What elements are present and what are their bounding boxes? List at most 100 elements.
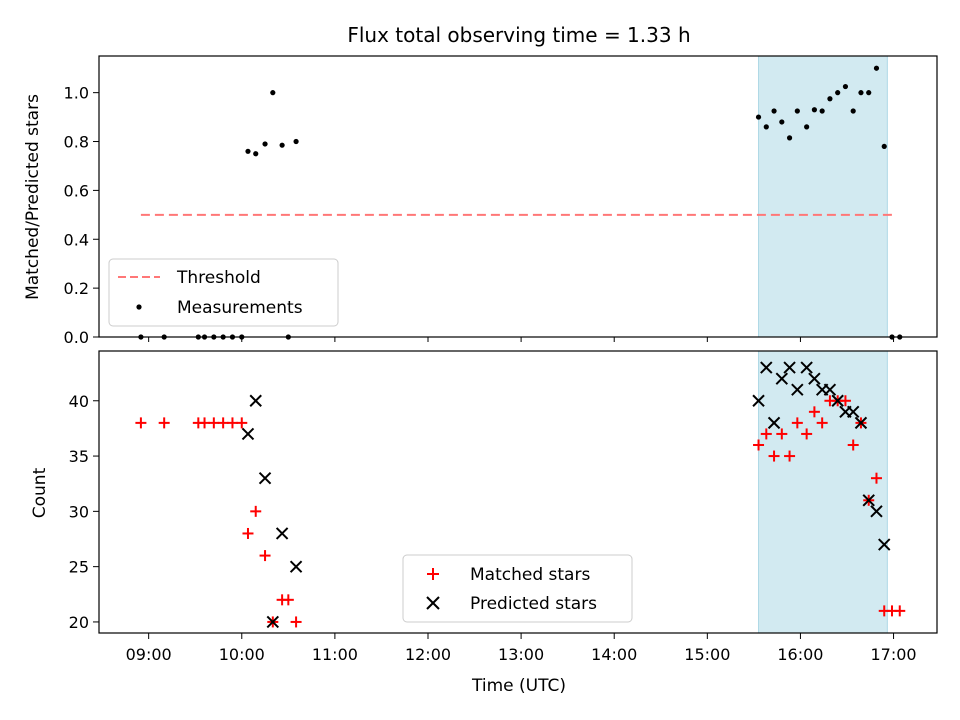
predicted-star-marker — [791, 383, 804, 396]
matched-star-marker — [290, 616, 302, 628]
top-panel-ratio: 0.0 0.2 0.4 0.6 0.8 1.0 Matched/Predicted sta… — [23, 55, 938, 347]
measurement-point — [763, 124, 769, 130]
top-legend: Threshold Measurements — [108, 258, 339, 327]
matched-star-marker — [839, 395, 851, 407]
matched-star-marker — [753, 439, 765, 451]
matched-star-marker — [816, 417, 828, 429]
x-tick-label: 16:00 — [777, 645, 823, 664]
matched-star-marker — [768, 450, 780, 462]
predicted-star-marker — [266, 615, 280, 629]
matched-star-marker — [776, 428, 788, 440]
bottom-y-tick-label: 35 — [69, 447, 89, 466]
matched-star-marker — [259, 550, 271, 562]
matched-star-marker — [870, 472, 882, 484]
x-axis-label: Time (UTC) — [471, 676, 566, 696]
measurement-point — [270, 90, 276, 96]
predicted-star-marker — [846, 405, 860, 419]
matched-star-marker — [208, 417, 220, 429]
predicted-star-marker — [249, 394, 262, 407]
matched-star-marker — [282, 594, 294, 606]
matched-star-marker — [242, 527, 254, 539]
measurement-point — [293, 138, 299, 145]
top-y-tick-label: 0.4 — [64, 230, 89, 249]
top-observing-interval-shade — [758, 55, 888, 338]
x-tick-label: 17:00 — [870, 645, 916, 664]
legend-matched-label: Matched stars — [470, 565, 590, 585]
bottom-axes-frame — [98, 350, 938, 634]
legend-measurements-swatch — [136, 304, 142, 310]
matched-star-marker — [847, 439, 859, 451]
top-y-axis-label: Matched/Predicted stars — [23, 94, 43, 300]
top-legend-box — [108, 258, 339, 327]
bottom-y-ticks: 20 25 30 35 40 — [69, 392, 99, 632]
x-tick-label: 14:00 — [591, 645, 637, 664]
bottom-observing-interval-shade — [758, 350, 888, 634]
predicted-star-marker — [823, 383, 837, 396]
matched-star-marker — [158, 417, 170, 429]
legend-predicted-swatch — [426, 596, 440, 610]
bottom-y-tick-label: 25 — [69, 558, 89, 577]
top-axes-frame — [98, 55, 938, 338]
top-y-tick-label: 0.6 — [64, 181, 89, 200]
measurement-point — [786, 135, 793, 141]
measurement-point — [827, 96, 833, 102]
measurement-point — [842, 83, 849, 90]
matched-star-marker — [760, 428, 772, 440]
bottom-legend: Matched stars Predicted stars — [402, 554, 633, 623]
measurement-point — [873, 65, 880, 71]
legend-threshold-label: Threshold — [176, 268, 261, 288]
x-tick-label: 10:00 — [219, 645, 265, 664]
measurement-point — [771, 108, 777, 114]
legend-predicted-label: Predicted stars — [470, 594, 597, 614]
figure-title: Flux total observing time = 1.33 h — [347, 23, 690, 47]
predicted-star-marker — [800, 361, 813, 374]
measurement-point — [835, 90, 841, 96]
predicted-star-marker — [289, 560, 303, 573]
predicted-star-marker — [808, 372, 821, 385]
x-tick-label: 09:00 — [126, 645, 172, 664]
predicted-star-marker — [870, 505, 883, 518]
bottom-y-axis-label: Count — [30, 467, 50, 518]
predicted-star-marker — [275, 527, 289, 540]
measurement-point — [866, 90, 872, 96]
matched-star-marker — [791, 417, 803, 429]
top-y-ticks: 0.0 0.2 0.4 0.6 0.8 1.0 — [64, 84, 99, 347]
legend-matched-swatch — [427, 568, 439, 580]
predicted-star-marker — [258, 471, 272, 485]
matched-star-marker — [808, 406, 820, 418]
predicted-star-marker — [831, 394, 844, 407]
predicted-star-marker — [241, 427, 255, 441]
predicted-stars-points — [241, 361, 891, 629]
bottom-legend-box — [402, 554, 633, 623]
x-tick-label: 15:00 — [684, 645, 730, 664]
top-shade-rect — [758, 55, 888, 338]
measurement-point — [850, 108, 856, 114]
measurement-point — [804, 124, 810, 130]
predicted-star-marker — [767, 416, 781, 430]
matched-star-marker — [801, 428, 813, 440]
top-x-ticks — [148, 337, 895, 342]
bottom-panel-counts: 20 25 30 35 40 09:00 10:00 11:00 12:00 13:00 14:0… — [30, 350, 938, 696]
measurement-point — [262, 141, 268, 147]
bottom-y-tick-label: 30 — [69, 502, 89, 521]
predicted-star-marker — [760, 361, 773, 374]
measurement-point — [245, 148, 251, 154]
measurement-point — [881, 143, 887, 150]
legend-measurements-label: Measurements — [177, 298, 303, 318]
measurement-point — [794, 108, 800, 114]
bottom-y-tick-label: 40 — [69, 392, 89, 411]
bottom-x-ticks: 09:00 10:00 11:00 12:00 13:00 14:00 15:00 16:00… — [126, 633, 917, 664]
x-tick-label: 11:00 — [312, 645, 358, 664]
predicted-star-marker — [775, 372, 789, 385]
measurement-point — [858, 90, 864, 96]
predicted-star-marker — [783, 361, 796, 374]
x-tick-label: 12:00 — [405, 645, 451, 664]
matched-star-marker — [236, 417, 248, 429]
matched-star-marker — [250, 505, 262, 517]
measurement-point — [811, 107, 818, 113]
matched-star-marker — [226, 417, 238, 429]
measurement-point — [253, 151, 259, 157]
matched-star-marker — [199, 417, 211, 429]
measurement-point — [779, 119, 785, 125]
